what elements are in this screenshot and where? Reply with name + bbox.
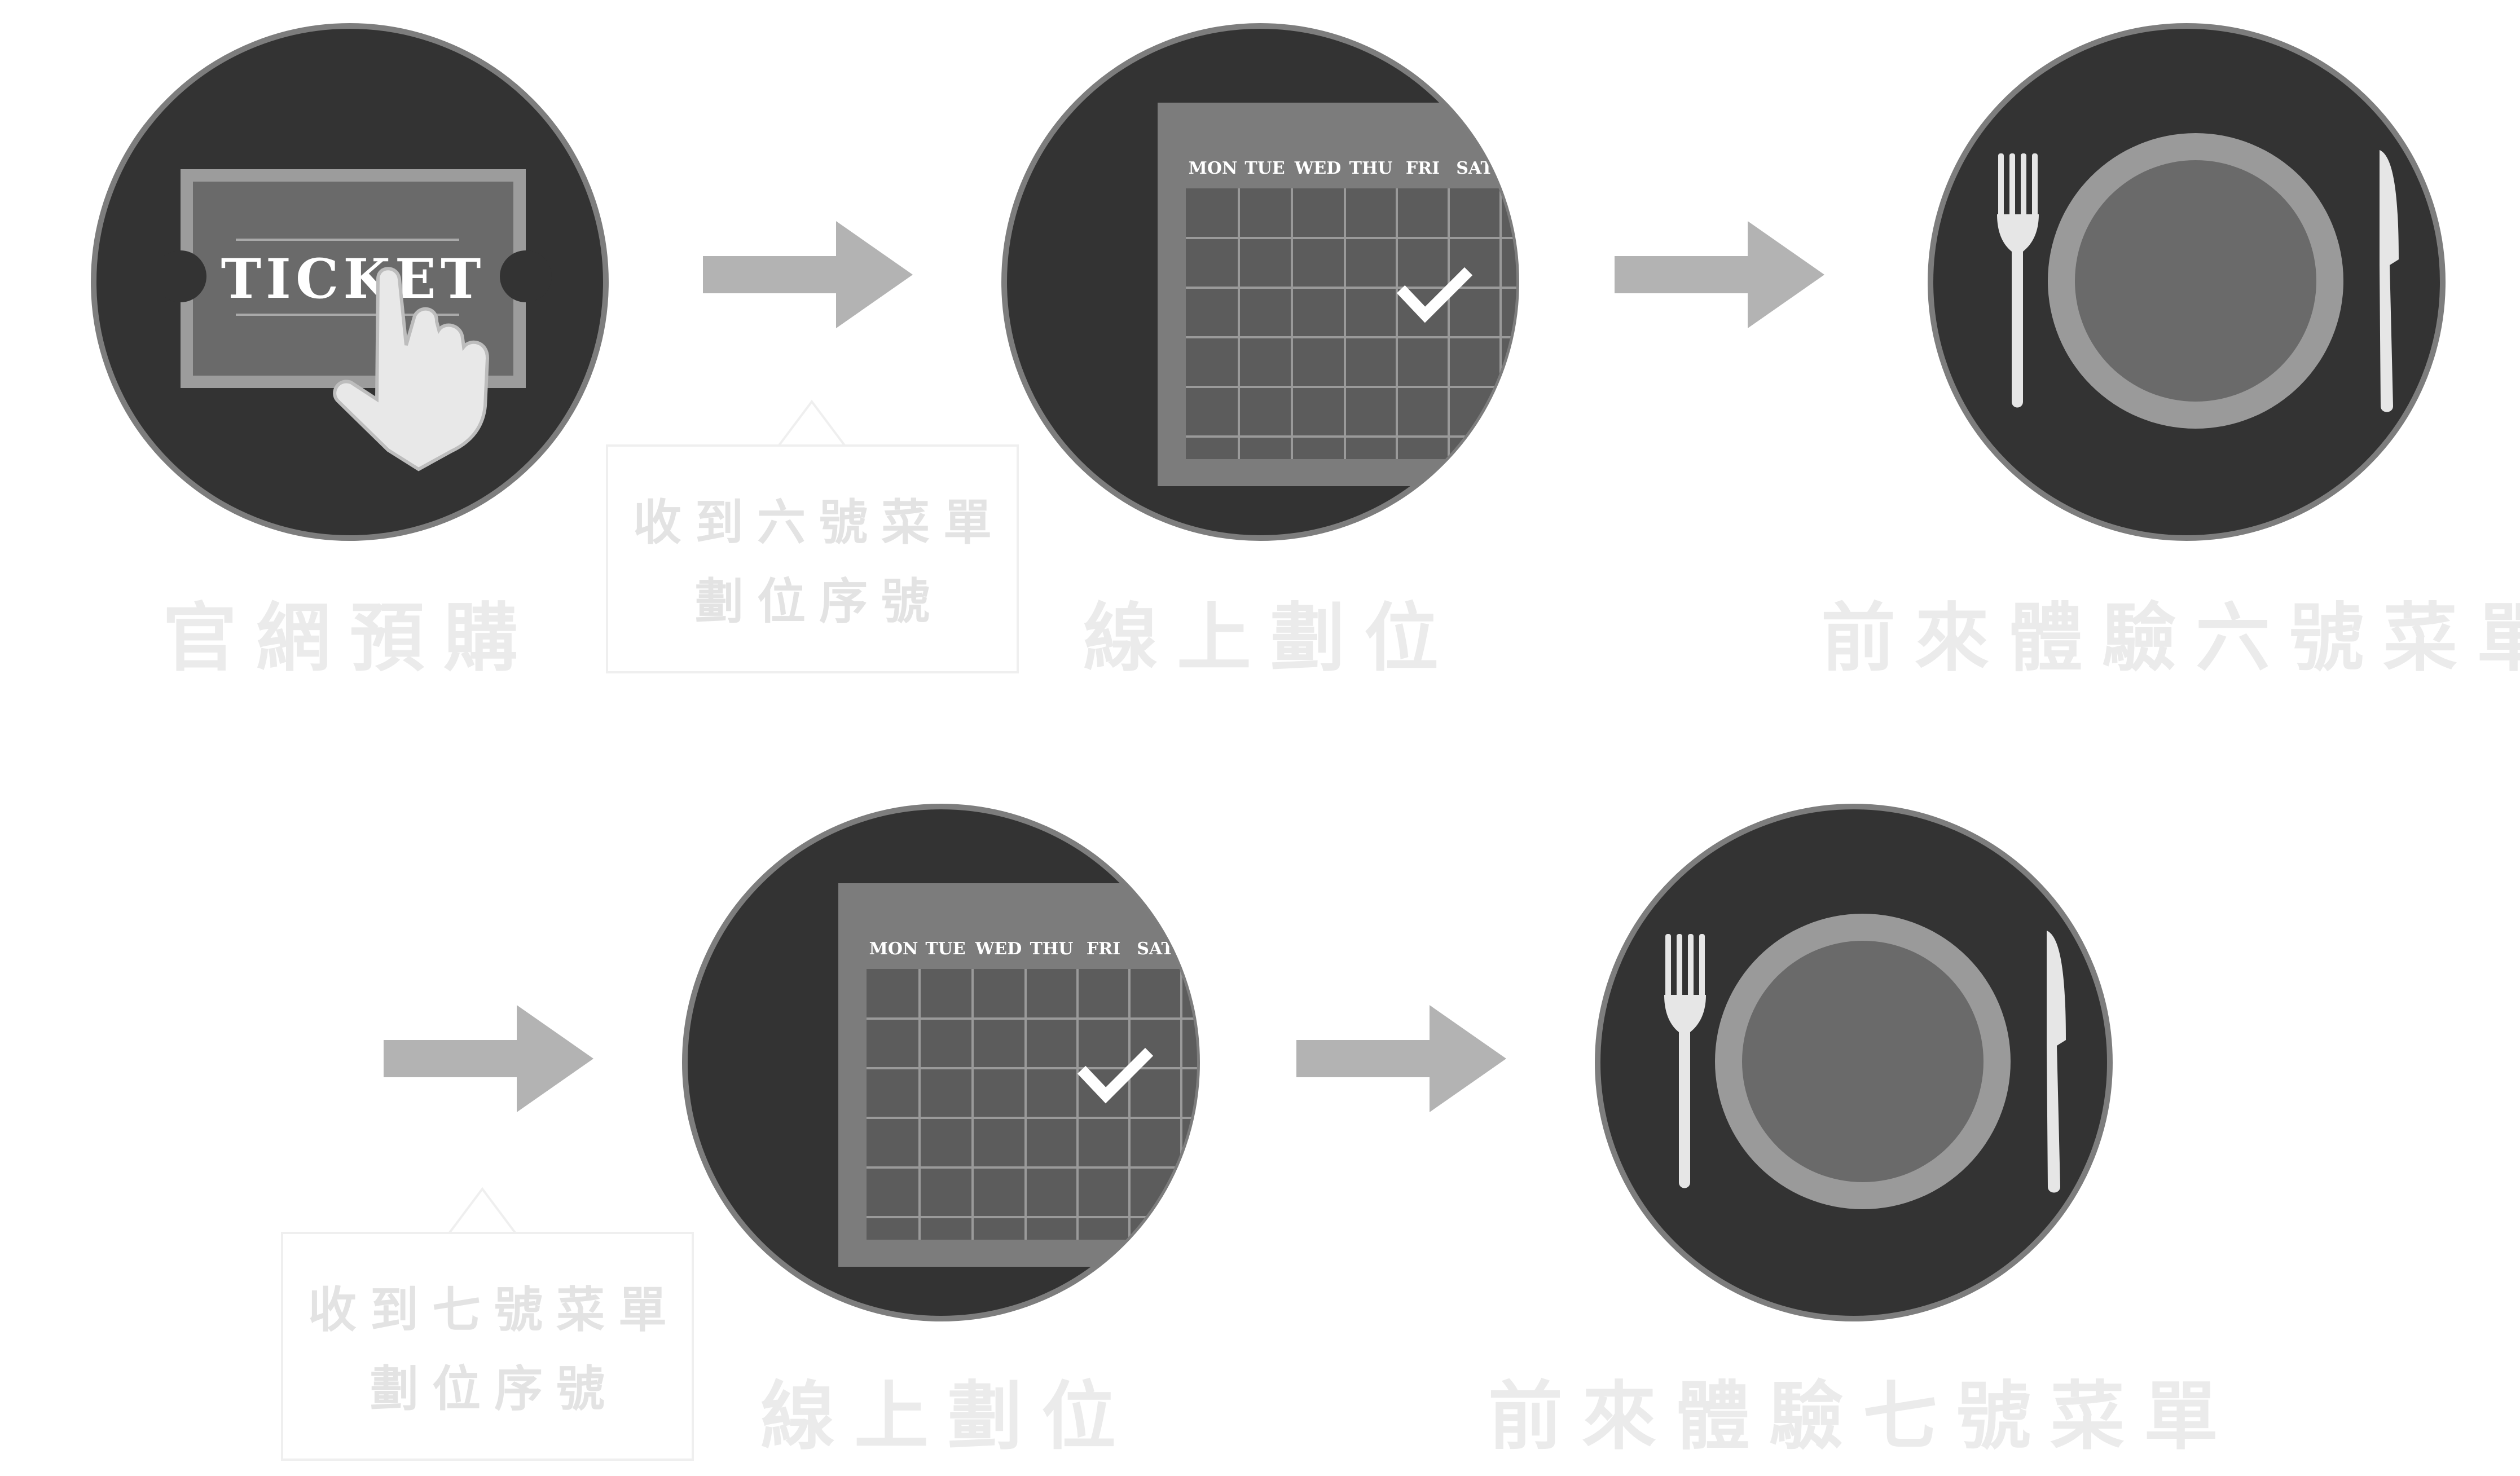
calendar-day-label: MON [1189,158,1238,178]
arrow-right-icon [703,221,913,328]
calendar-day-label: WED [975,939,1022,959]
ticket-label: TICKET [221,247,486,311]
calendar-check-icon: MON TUE WED THU FRI SAT [1001,23,1519,541]
callout-line-2: 劃位序號 [370,1360,618,1417]
step-caption-online-booking: 線上劃位 [760,1373,1135,1460]
plate-cutlery-icon [1595,804,2113,1321]
checkmark-icon [1396,267,1473,323]
step-caption-experience-menu-six: 前來體驗六號菜單 [1821,594,2520,682]
calendar-day-label: THU [1030,939,1074,959]
callout-box: 收到七號菜單 劃位序號 [281,1232,694,1461]
callout-line-1: 收到七號菜單 [308,1281,680,1338]
calendar-day-label: WED [1294,158,1342,178]
calendar-day-label: TUE [1244,158,1285,178]
callout-pointer [774,399,850,450]
arrow-right-icon [1296,1005,1506,1112]
ticket-purchase-icon: TICKET [91,23,609,541]
checkmark-icon [1077,1047,1154,1104]
knife-icon [2047,931,2066,1193]
calendar-day-label: THU [1349,158,1393,178]
pointing-hand-icon [333,267,490,472]
arrow-right-icon [384,1005,593,1112]
arrow-right-icon [1615,221,1824,328]
callout-pointer [445,1187,520,1237]
callout-line-1: 收到六號菜單 [633,494,1005,551]
calendar-day-label: TUE [925,939,965,959]
fork-icon [1664,934,1706,1188]
callout-box: 收到六號菜單 劃位序號 [606,444,1019,673]
calendar-day-label: MON [869,939,918,959]
calendar-day-label: FRI [1087,939,1120,959]
callout-line-2: 劃位序號 [695,573,943,630]
calendar-day-label: FRI [1406,158,1440,178]
step-caption-online-booking: 線上劃位 [1083,594,1458,682]
calendar-check-icon: MON TUE WED THU FRI SAT [682,804,1200,1321]
fork-icon [1997,153,2039,408]
step-caption-preorder: 官網預購 [162,594,537,682]
plate-cutlery-icon [1928,23,2446,541]
step-caption-experience-menu-seven: 前來體驗七號菜單 [1488,1373,2237,1460]
knife-icon [2380,150,2399,412]
